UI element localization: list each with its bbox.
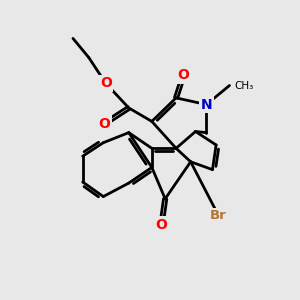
Text: Br: Br (210, 209, 227, 222)
Text: N: N (201, 98, 212, 112)
Text: O: O (100, 76, 112, 90)
Text: O: O (99, 117, 110, 130)
Text: O: O (156, 218, 167, 232)
Text: CH₃: CH₃ (234, 80, 253, 91)
Text: O: O (177, 68, 189, 83)
